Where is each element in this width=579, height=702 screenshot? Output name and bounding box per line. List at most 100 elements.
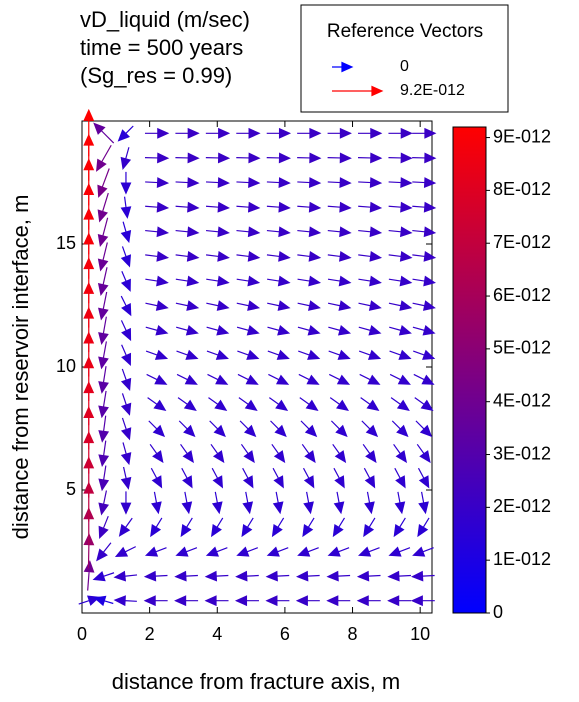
- colorbar-tick-label: 2E-012: [493, 496, 551, 516]
- vector-arrow: [298, 373, 320, 385]
- vector-arrow: [265, 570, 290, 582]
- vector-arrow: [417, 467, 430, 489]
- vector-arrow: [147, 397, 167, 412]
- vector-arrow: [98, 415, 110, 443]
- vector-arrow: [326, 595, 351, 607]
- vector-arrow: [236, 546, 259, 557]
- vector-arrow: [175, 152, 200, 164]
- vector-arrow: [412, 201, 437, 213]
- vector-arrow: [83, 560, 95, 591]
- vector-arrow: [358, 300, 382, 311]
- vector-arrow: [333, 491, 345, 515]
- vector-arrow: [97, 168, 110, 198]
- vector-arrow: [297, 300, 321, 311]
- vector-arrow: [144, 546, 167, 557]
- vector-arrow: [272, 491, 284, 515]
- vector-arrow: [236, 152, 261, 164]
- vector-arrow: [97, 192, 109, 223]
- vector-arrow: [211, 467, 224, 489]
- vector-arrow: [206, 349, 229, 360]
- vector-arrow: [98, 291, 109, 321]
- vector-arrow: [356, 595, 381, 607]
- vector-arrow: [145, 324, 169, 336]
- y-tick-label: 10: [56, 356, 76, 376]
- vector-arrow: [98, 490, 110, 516]
- vector-arrow: [266, 201, 291, 213]
- vector-arrow: [242, 467, 254, 489]
- vector-arrow: [272, 467, 284, 489]
- vector-arrow: [144, 127, 170, 139]
- vector-arrow: [327, 177, 352, 188]
- vector-arrow: [358, 250, 383, 262]
- reference-arrow: [332, 85, 384, 97]
- vector-arrow: [180, 517, 193, 538]
- vector-arrow: [327, 546, 350, 557]
- vector-arrow: [93, 595, 114, 607]
- vector-arrow: [266, 226, 291, 238]
- vector-arrow: [328, 349, 351, 360]
- vector-arrow: [412, 177, 437, 188]
- vector-arrow: [363, 517, 376, 538]
- vector-arrow: [207, 373, 229, 385]
- vector-arrow: [118, 517, 133, 537]
- vector-arrow: [145, 275, 169, 287]
- title-line: time = 500 years: [80, 35, 243, 60]
- vector-arrow: [206, 275, 230, 287]
- vector-arrow: [113, 570, 138, 582]
- vector-arrow: [332, 517, 346, 538]
- vector-arrow: [358, 127, 383, 139]
- vector-arrow: [236, 300, 261, 311]
- vector-arrow: [297, 275, 322, 287]
- vector-arrow: [297, 177, 322, 188]
- x-axis-label: distance from fracture axis, m: [112, 669, 401, 694]
- vector-arrow: [120, 442, 132, 466]
- vector-arrow: [412, 127, 437, 139]
- vector-arrow: [415, 420, 433, 438]
- vector-arrow: [120, 466, 132, 490]
- vector-arrow: [150, 517, 163, 538]
- vector-arrow: [98, 341, 109, 370]
- vector-arrow: [296, 570, 320, 582]
- colorbar-tick-label: 3E-012: [493, 443, 551, 463]
- vector-arrow: [120, 491, 132, 515]
- vector-arrow: [98, 316, 109, 345]
- vector-arrow: [143, 595, 168, 607]
- vector-arrow: [412, 300, 436, 311]
- vector-arrow: [120, 171, 132, 195]
- vector-arrow: [211, 517, 224, 538]
- vector-arrow: [364, 491, 375, 515]
- vector-arrow: [358, 349, 382, 360]
- x-tick-label: 0: [77, 624, 87, 644]
- vector-arrow: [236, 127, 261, 139]
- vector-arrow: [237, 373, 259, 385]
- vector-arrow: [295, 595, 320, 607]
- vector-arrow: [98, 465, 110, 492]
- vector-arrow: [83, 108, 95, 157]
- vector-arrow: [145, 349, 169, 360]
- vector-arrow: [145, 226, 170, 238]
- vector-arrow: [393, 443, 408, 464]
- vector-arrow: [410, 595, 435, 607]
- vector-arrow: [363, 467, 376, 489]
- vector-arrow: [120, 271, 131, 292]
- vector-arrow: [266, 546, 289, 557]
- vector-arrow: [387, 595, 412, 607]
- vector-arrow: [98, 366, 109, 394]
- vector-arrow: [417, 517, 430, 538]
- x-tick-label: 2: [145, 624, 155, 644]
- vector-arrow: [175, 300, 200, 311]
- vector-arrow: [151, 491, 162, 515]
- vector-arrow: [389, 373, 411, 385]
- vector-arrow: [327, 201, 352, 213]
- vector-arrow: [267, 275, 291, 287]
- vector-arrow: [412, 250, 437, 262]
- vector-arrow: [327, 275, 352, 287]
- colorbar-tick-label: 8E-012: [493, 179, 551, 199]
- plot-frame: [81, 120, 433, 614]
- vector-arrow: [144, 152, 170, 164]
- vector-arrow: [302, 517, 315, 538]
- vector-arrow: [120, 295, 132, 317]
- vector-arrow: [329, 397, 349, 412]
- vector-arrow: [388, 226, 413, 238]
- vector-arrow: [266, 177, 291, 188]
